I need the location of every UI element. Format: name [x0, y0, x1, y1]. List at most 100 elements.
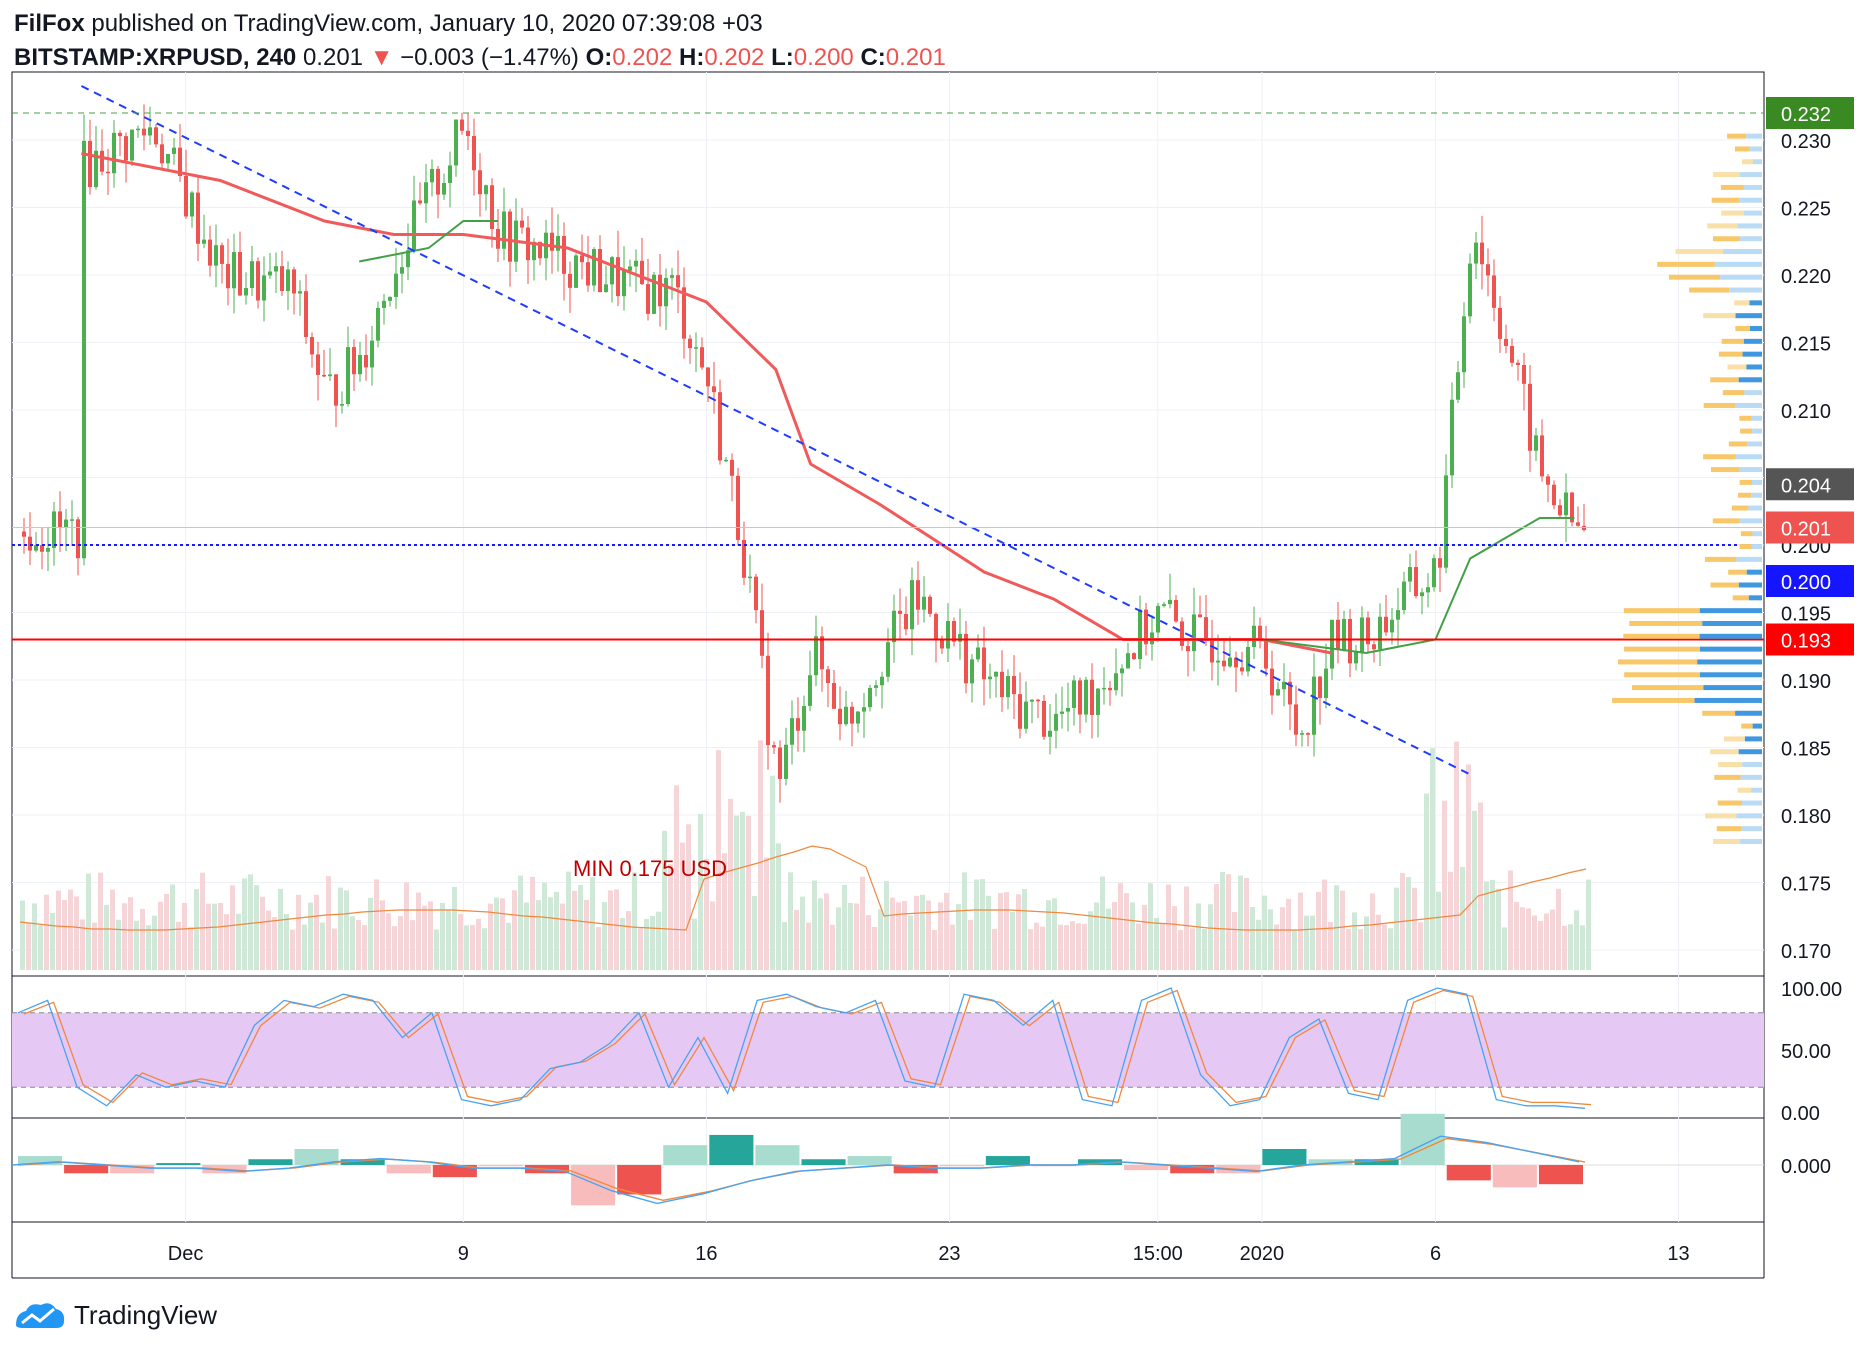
macd-hist-bar	[1078, 1159, 1123, 1165]
y-tick-label: 0.220	[1781, 266, 1831, 288]
candle-body	[406, 250, 410, 268]
volume-profile-bar-sell	[1657, 261, 1715, 267]
candle-body	[1444, 475, 1448, 568]
volume-bar	[1544, 913, 1549, 970]
candle-body	[1198, 614, 1202, 618]
volume-bar	[1160, 923, 1165, 970]
volume-bar	[734, 815, 739, 970]
y-tick-label: 0.170	[1781, 941, 1831, 963]
volume-bar	[1556, 888, 1561, 970]
volume-profile-bar-sell	[1731, 505, 1749, 511]
candle-body	[280, 266, 284, 291]
volume-bar	[1460, 867, 1465, 970]
tradingview-logo-icon[interactable]	[14, 1299, 66, 1331]
macd-hist-bar	[1262, 1149, 1307, 1165]
low-label: L:	[771, 44, 794, 71]
candle-body	[550, 232, 554, 251]
volume-bar	[1034, 922, 1039, 970]
ma-red-line	[81, 152, 1332, 655]
volume-bar	[356, 919, 361, 970]
candle-body	[22, 531, 26, 537]
candle-body	[886, 642, 890, 677]
candle-body	[1126, 653, 1130, 669]
y-tick-label: 0.175	[1781, 874, 1831, 896]
candle-body	[508, 211, 512, 262]
volume-bar	[1388, 928, 1393, 970]
candle-body	[148, 127, 152, 136]
stoch-y-tick-label: 50.00	[1781, 1041, 1831, 1063]
candle-body	[328, 374, 332, 377]
volume-bar	[56, 890, 61, 970]
author-name[interactable]: FilFox	[14, 10, 85, 37]
volume-bar	[458, 913, 463, 970]
candle-body	[1516, 362, 1520, 365]
candle-body	[910, 580, 914, 630]
volume-bar	[1304, 915, 1309, 970]
volume-bar	[1208, 904, 1213, 970]
volume-profile-bar-sell	[1668, 274, 1721, 280]
volume-bar	[764, 857, 769, 970]
trend-line[interactable]	[80, 85, 1471, 776]
volume-bar	[632, 872, 637, 970]
volume-profile-bar-buy	[1714, 261, 1762, 267]
volume-bar	[596, 926, 601, 970]
volume-bar	[1310, 915, 1315, 970]
volume-profile-bar-sell	[1712, 236, 1740, 242]
candle-body	[1210, 640, 1214, 663]
volume-bar	[176, 921, 181, 970]
macd-hist-bar	[755, 1145, 800, 1165]
candle-body	[376, 307, 380, 341]
volume-bar	[722, 853, 727, 970]
footer-brand[interactable]: TradingView	[74, 1299, 218, 1330]
volume-bar	[1550, 909, 1555, 970]
volume-bar	[1166, 884, 1171, 970]
candle-body	[1252, 625, 1256, 648]
min-price-annotation: MIN 0.175 USD	[573, 856, 727, 881]
candle-body	[766, 655, 770, 746]
volume-profile-bar-sell	[1703, 313, 1736, 319]
candle-body	[1354, 652, 1358, 664]
candle-body	[592, 248, 596, 286]
price-tag-label: 0.232	[1781, 104, 1831, 126]
candle-body	[76, 519, 80, 559]
candle-body	[1462, 316, 1466, 373]
volume-bar	[986, 895, 991, 970]
macd-hist-bar	[1492, 1165, 1537, 1188]
volume-bar	[1346, 928, 1351, 970]
candle-body	[1468, 263, 1472, 317]
volume-bar	[1382, 924, 1387, 970]
volume-bar	[1358, 929, 1363, 970]
candle-body	[340, 404, 344, 406]
symbol-name[interactable]: BITSTAMP:XRPUSD, 240	[14, 44, 297, 71]
candle-body	[1204, 617, 1208, 641]
candle-body	[1312, 676, 1316, 735]
volume-profile-bar-buy	[1735, 402, 1762, 408]
volume-bar	[116, 919, 121, 970]
price-tag-label: 0.200	[1781, 572, 1831, 594]
volume-profile-bar-buy	[1743, 184, 1762, 190]
volume-profile-bar-sell	[1675, 249, 1724, 255]
volume-profile-bar-sell	[1727, 364, 1747, 370]
volume-profile-bar-buy	[1746, 569, 1762, 575]
volume-bar	[536, 900, 541, 970]
volume-profile-bar-buy	[1699, 633, 1762, 639]
candle-body	[748, 576, 752, 579]
volume-profile-bar-buy	[1697, 659, 1762, 665]
y-tick-label: 0.180	[1781, 806, 1831, 828]
volume-profile-bar-buy	[1748, 595, 1762, 601]
volume-bar	[308, 902, 313, 970]
volume-bar	[98, 872, 103, 970]
candle-body	[1270, 668, 1274, 696]
volume-bar	[1502, 927, 1507, 970]
volume-bar	[668, 864, 673, 970]
candle-body	[574, 255, 578, 288]
volume-bar	[758, 740, 763, 970]
volume-bar	[92, 922, 97, 970]
candle-body	[1396, 610, 1400, 620]
volume-bar	[1268, 909, 1273, 970]
volume-bar	[152, 915, 157, 970]
macd-hist-bar	[1400, 1113, 1445, 1165]
volume-bar	[1394, 887, 1399, 970]
candle-body	[358, 354, 362, 375]
